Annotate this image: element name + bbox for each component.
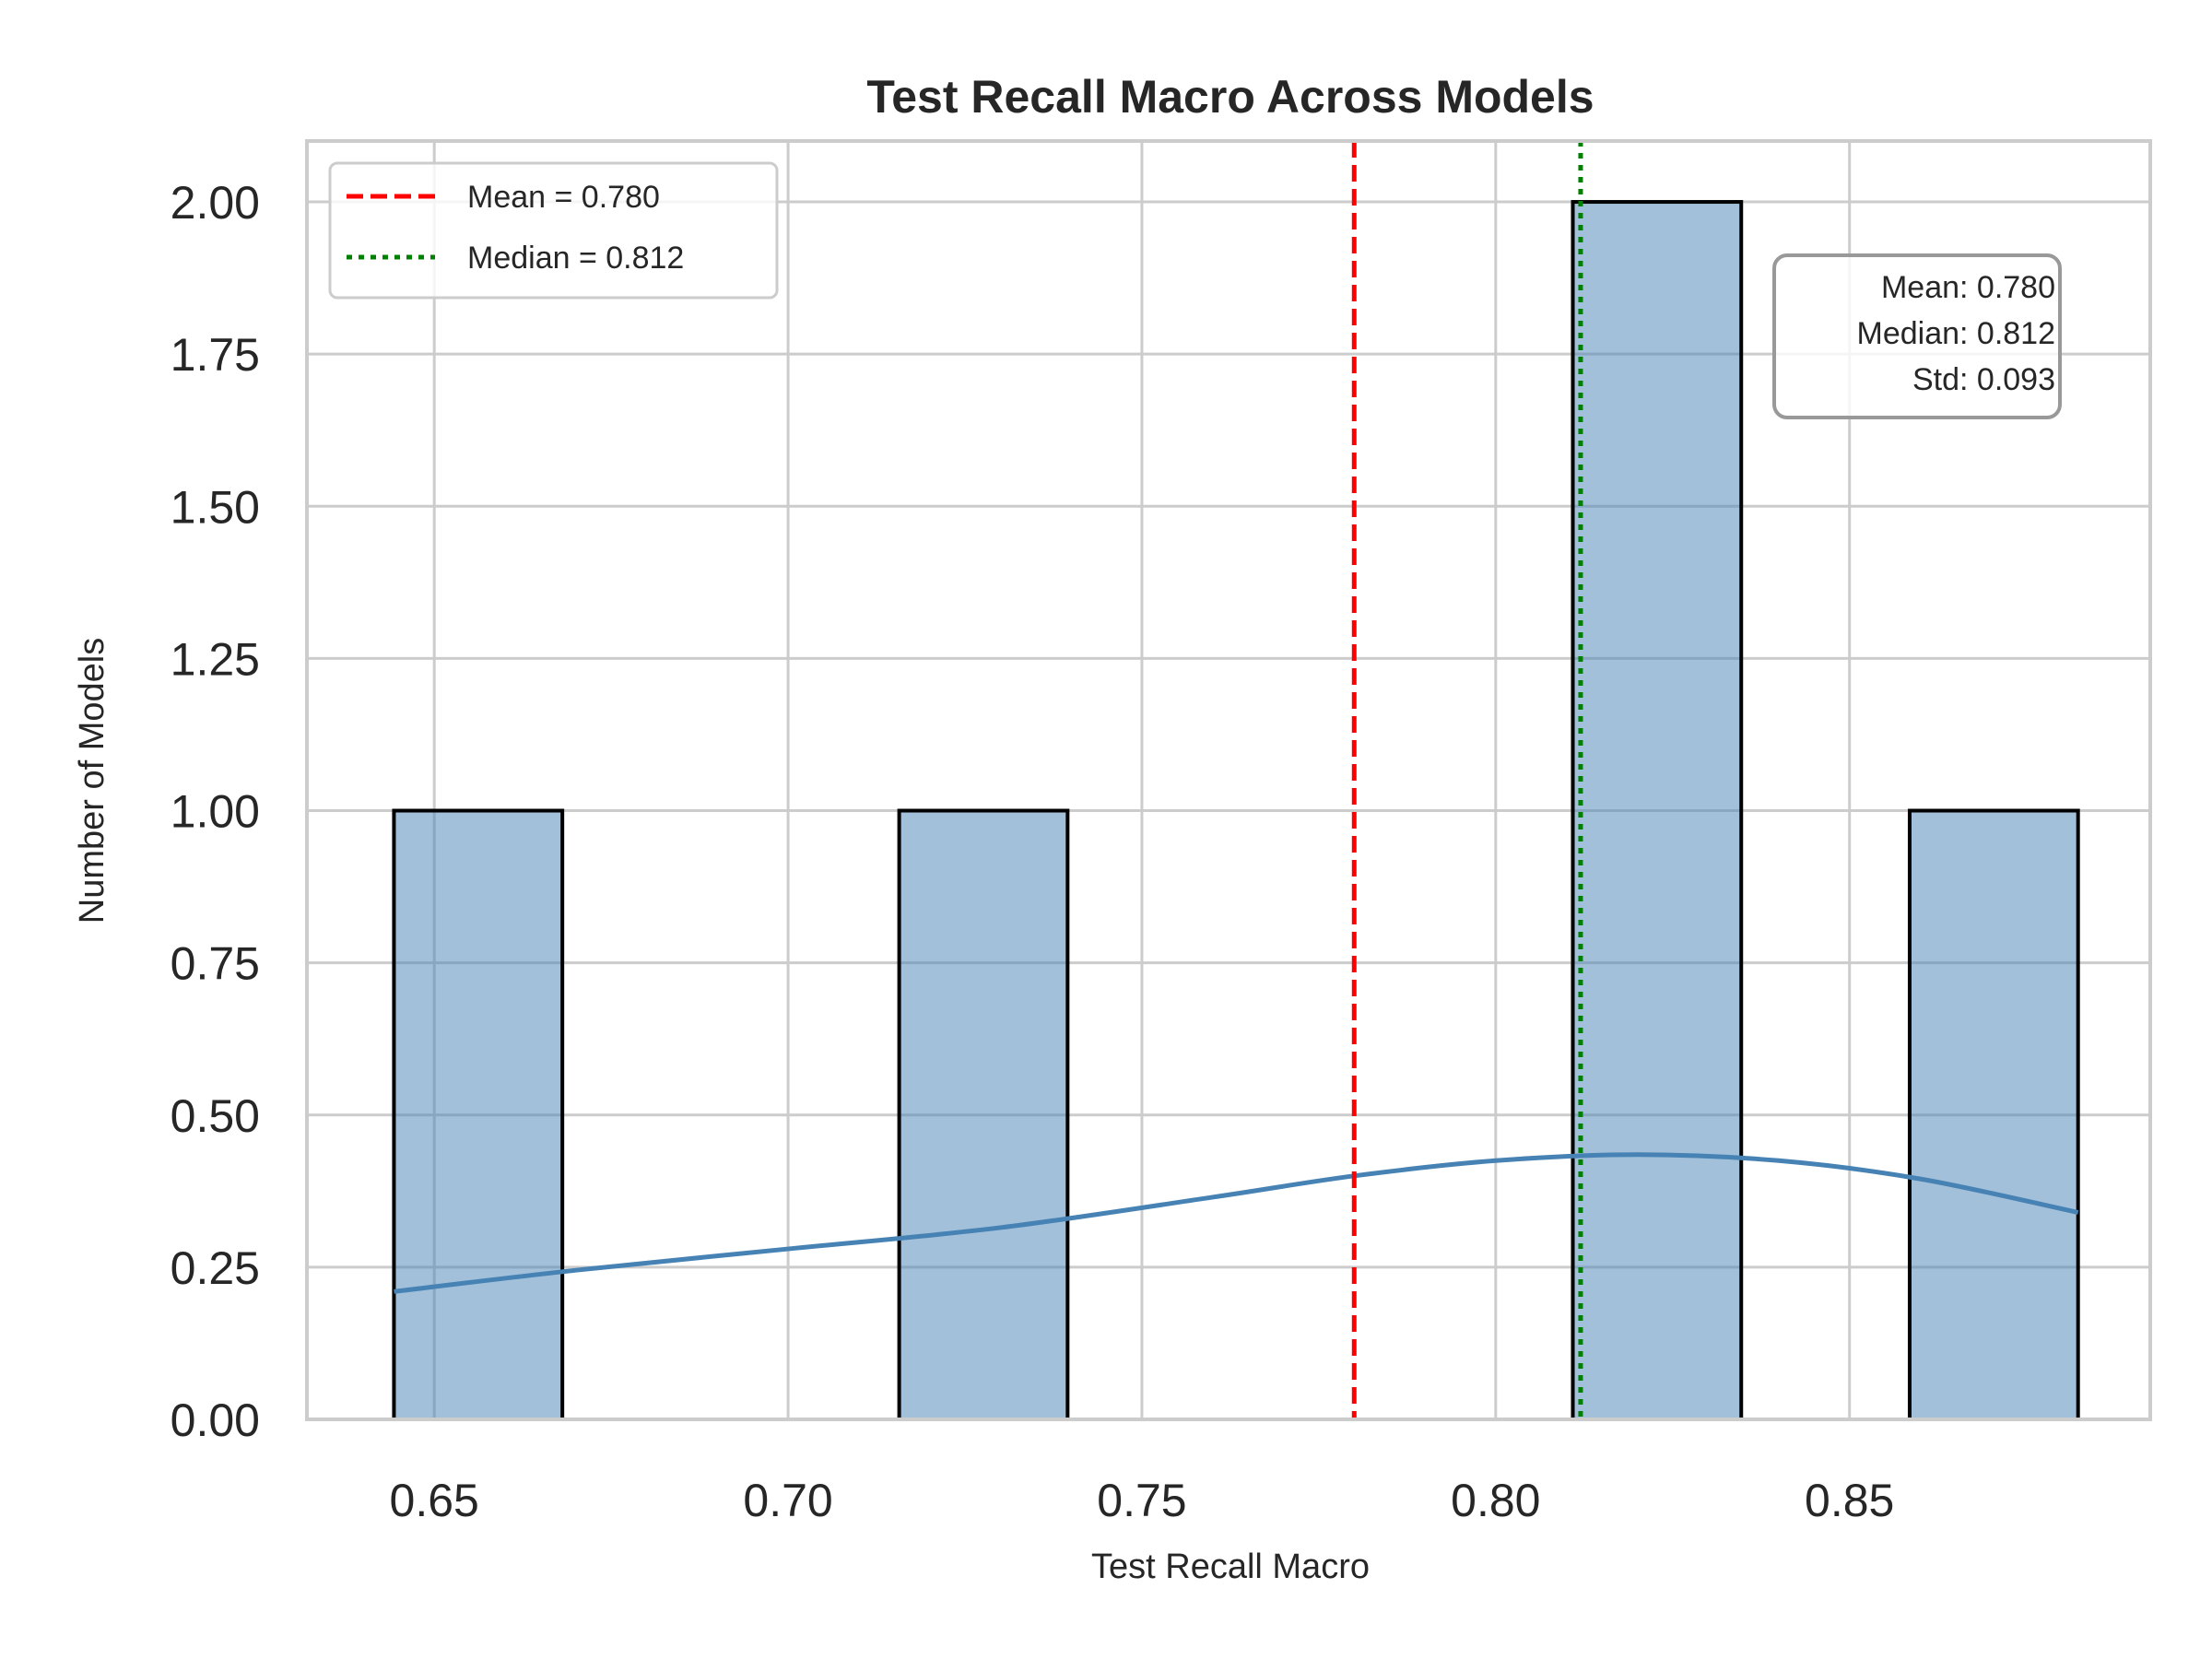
- legend-label-median: Median = 0.812: [467, 241, 684, 276]
- kde-curve: [394, 1152, 2079, 1294]
- y-tick-label: 2.00: [171, 177, 260, 229]
- y-tick-label: 1.50: [171, 481, 260, 533]
- y-tick-label: 0.75: [171, 938, 260, 990]
- axes-frame: [305, 139, 2152, 1421]
- x-tick-label: 0.75: [1097, 1475, 1186, 1526]
- stats-line: Median: 0.812: [1857, 316, 2056, 351]
- legend: Mean = 0.780 Median = 0.812: [328, 161, 779, 300]
- y-axis-title: Number of Models: [73, 638, 112, 924]
- x-tick-labels: 0.65 0.70 0.75 0.80 0.85: [390, 1475, 1895, 1526]
- stats-line: Mean: 0.780: [1881, 270, 2055, 305]
- x-tick-label: 0.80: [1451, 1475, 1540, 1526]
- histogram-bar: [392, 808, 565, 1421]
- x-axis-title: Test Recall Macro: [1091, 1547, 1370, 1586]
- histogram-bar: [1571, 200, 1744, 1422]
- kde-layer: [394, 1152, 2079, 1294]
- reference-lines: [1351, 141, 1583, 1419]
- y-tick-label: 1.75: [171, 329, 260, 381]
- y-tick-label: 1.25: [171, 633, 260, 685]
- y-tick-label: 1.00: [171, 786, 260, 838]
- legend-label-mean: Mean = 0.780: [467, 180, 660, 215]
- y-tick-label: 0.00: [171, 1394, 260, 1446]
- stats-box: Mean: 0.780 Median: 0.812 Std: 0.093: [1772, 253, 2062, 419]
- stats-box-frame: [1772, 253, 2062, 419]
- y-tick-label: 0.50: [171, 1090, 260, 1142]
- legend-box: [328, 161, 779, 300]
- histogram-bar: [1907, 808, 2080, 1421]
- histogram-bars: [392, 200, 2080, 1422]
- chart-title: Test Recall Macro Across Models: [866, 71, 1594, 123]
- x-tick-label: 0.70: [743, 1475, 832, 1526]
- y-tick-labels: 0.00 0.25 0.50 0.75 1.00 1.25 1.50 1.75 2.00: [171, 177, 260, 1446]
- y-tick-label: 0.25: [171, 1242, 260, 1294]
- histogram-bar: [897, 808, 1070, 1421]
- stats-line: Std: 0.093: [1912, 362, 2055, 397]
- x-tick-label: 0.85: [1805, 1475, 1894, 1526]
- x-tick-label: 0.65: [390, 1475, 479, 1526]
